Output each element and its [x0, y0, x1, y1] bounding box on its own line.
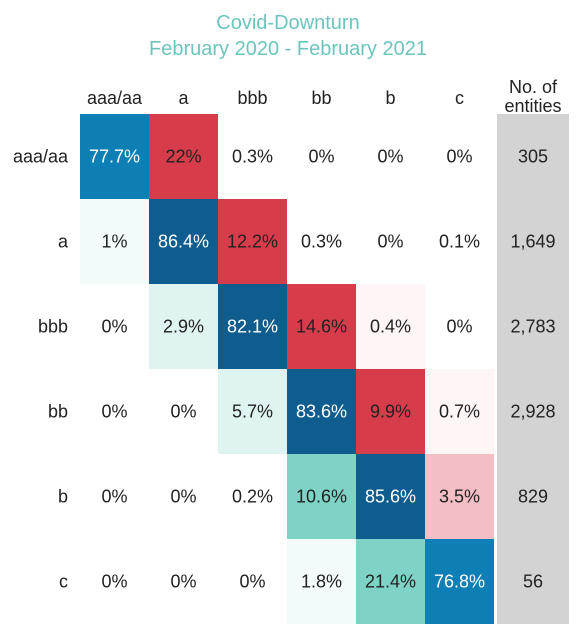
entities-header-line: No. of [509, 77, 558, 97]
cell-label: 0% [170, 487, 196, 507]
cell-label: 1% [101, 232, 127, 252]
heatmap-cell [425, 369, 494, 454]
heatmap-cell [425, 539, 494, 624]
heatmap-cell [218, 199, 287, 284]
column-label: bb [311, 88, 331, 108]
cell-label: 0% [101, 317, 127, 337]
entities-header-line: entities [504, 96, 561, 116]
cell-label: 0.3% [301, 232, 342, 252]
cell-label: 77.7% [89, 147, 140, 167]
cell-label: 0% [101, 402, 127, 422]
cell-label: 0% [101, 487, 127, 507]
entities-column-bg [497, 114, 569, 624]
row-label: a [58, 232, 69, 252]
cell-label: 3.5% [439, 487, 480, 507]
column-label: c [455, 88, 464, 108]
entity-count: 2,783 [510, 317, 555, 337]
cell-label: 0.3% [232, 147, 273, 167]
cell-label: 0% [377, 147, 403, 167]
chart-subtitle: February 2020 - February 2021 [149, 38, 427, 60]
entity-count: 829 [518, 487, 548, 507]
heatmap-cell [356, 284, 425, 369]
cell-label: 0% [170, 402, 196, 422]
heatmap-cell [80, 114, 149, 199]
heatmap-cell [287, 454, 356, 539]
cell-label: 0% [377, 232, 403, 252]
cell-label: 85.6% [365, 487, 416, 507]
row-label: bb [48, 402, 68, 422]
cell-label: 83.6% [296, 402, 347, 422]
cell-label: 0% [239, 572, 265, 592]
cell-label: 1.8% [301, 572, 342, 592]
column-label: aaa/aa [87, 88, 143, 108]
cell-label: 0.4% [370, 317, 411, 337]
heatmap-cell [356, 454, 425, 539]
heatmap-cell [356, 539, 425, 624]
cell-label: 76.8% [434, 572, 485, 592]
cell-label: 2.9% [163, 317, 204, 337]
cell-label: 82.1% [227, 317, 278, 337]
cell-label: 0% [101, 572, 127, 592]
entity-count: 56 [523, 572, 543, 592]
heatmap-cell [80, 199, 149, 284]
row-label: bbb [38, 317, 68, 337]
cell-label: 12.2% [227, 232, 278, 252]
cell-label: 5.7% [232, 402, 273, 422]
cell-label: 0% [170, 572, 196, 592]
heatmap-cell [356, 369, 425, 454]
cell-label: 0% [446, 147, 472, 167]
cell-label: 0.2% [232, 487, 273, 507]
column-label: b [385, 88, 395, 108]
cell-label: 22% [165, 147, 201, 167]
cell-label: 0% [308, 147, 334, 167]
cell-label: 21.4% [365, 572, 416, 592]
cell-label: 10.6% [296, 487, 347, 507]
heatmap-cell [149, 199, 218, 284]
row-label: b [58, 487, 68, 507]
heatmap-cell [287, 284, 356, 369]
cell-label: 0.1% [439, 232, 480, 252]
chart-title: Covid-Downturn [216, 12, 360, 34]
heatmap-cell [425, 454, 494, 539]
heatmap-cell [287, 539, 356, 624]
column-label: a [178, 88, 189, 108]
row-label: aaa/aa [13, 147, 69, 167]
cell-label: 9.9% [370, 402, 411, 422]
heatmap-cell [287, 369, 356, 454]
heatmap-cell [218, 369, 287, 454]
cell-label: 86.4% [158, 232, 209, 252]
heatmap-cell [218, 284, 287, 369]
entity-count: 2,928 [510, 402, 555, 422]
entity-count: 305 [518, 147, 548, 167]
column-label: bbb [237, 88, 267, 108]
heatmap-cell [149, 284, 218, 369]
cell-label: 0% [446, 317, 472, 337]
row-label: c [59, 572, 68, 592]
entity-count: 1,649 [510, 232, 555, 252]
cell-label: 0.7% [439, 402, 480, 422]
cell-label: 14.6% [296, 317, 347, 337]
heatmap-cell [149, 114, 218, 199]
